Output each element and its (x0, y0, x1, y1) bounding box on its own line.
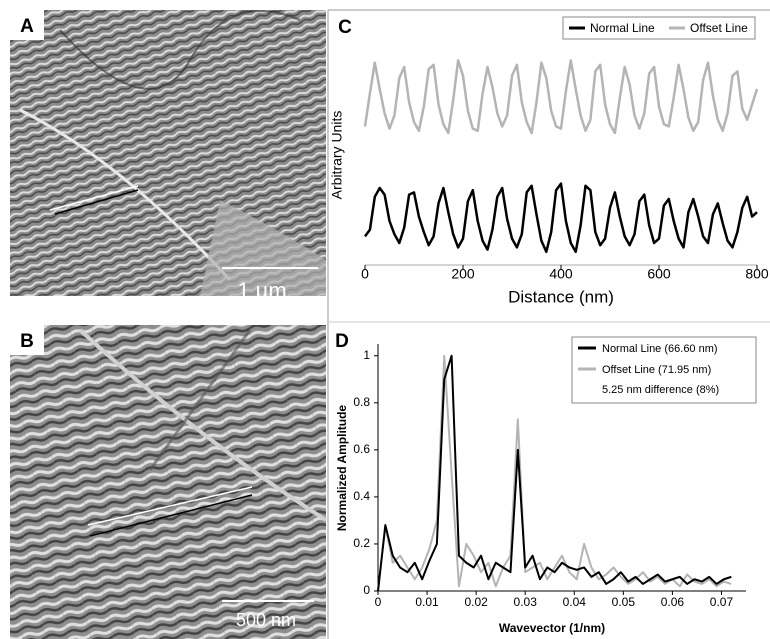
x-tick-label: 0.07 (710, 595, 734, 609)
y-tick-label: 0.8 (353, 395, 370, 409)
afm-image-a (10, 10, 326, 296)
x-tick-label: 800 (745, 266, 769, 282)
legend-label: Offset Line (690, 21, 748, 35)
scale-bar-label: 500 nm (236, 610, 296, 630)
legend-box (571, 336, 757, 404)
y-tick-label: 0.6 (353, 442, 370, 456)
x-tick-label: 200 (451, 266, 475, 282)
panel-label-box (10, 325, 44, 355)
panel-label: A (20, 16, 34, 37)
x-tick-label: 0.01 (415, 595, 439, 609)
x-tick-label: 600 (647, 266, 671, 282)
data-line (377, 354, 732, 592)
legend-label: Normal Line (66.60 nm) (602, 343, 718, 355)
panel-label: C (338, 17, 352, 38)
y-tick-label: 0 (363, 583, 370, 597)
y-tick-label: 0.2 (353, 536, 370, 550)
x-tick-label: 0.03 (514, 595, 538, 609)
x-tick-label: 0 (361, 266, 369, 282)
panel-label: B (20, 331, 34, 352)
panel-label: D (335, 331, 349, 352)
legend-note: 5.25 nm difference (8%) (602, 384, 719, 396)
scale-bar-label: 1 µm (237, 278, 286, 303)
legend-box (562, 16, 756, 40)
x-tick-label: 0.06 (661, 595, 685, 609)
x-tick-label: 400 (549, 266, 573, 282)
data-line (363, 59, 759, 135)
afm-image-b (10, 325, 328, 639)
panel-label-box (10, 10, 44, 40)
x-tick-label: 0.04 (563, 595, 587, 609)
y-axis-label: Arbitrary Units (329, 111, 345, 200)
y-tick-label: 1 (363, 348, 370, 362)
x-tick-label: 0.02 (464, 595, 488, 609)
data-line (363, 182, 758, 254)
x-axis-label: Wavevector (1/nm) (499, 621, 605, 635)
legend-label: Normal Line (590, 21, 655, 35)
x-tick-label: 0 (375, 595, 382, 609)
x-axis-label: Distance (nm) (508, 287, 614, 306)
y-axis-label: Normalized Amplitude (335, 405, 349, 532)
y-tick-label: 0.4 (353, 489, 370, 503)
x-tick-label: 0.05 (612, 595, 636, 609)
legend-label: Offset Line (71.95 nm) (602, 364, 711, 376)
